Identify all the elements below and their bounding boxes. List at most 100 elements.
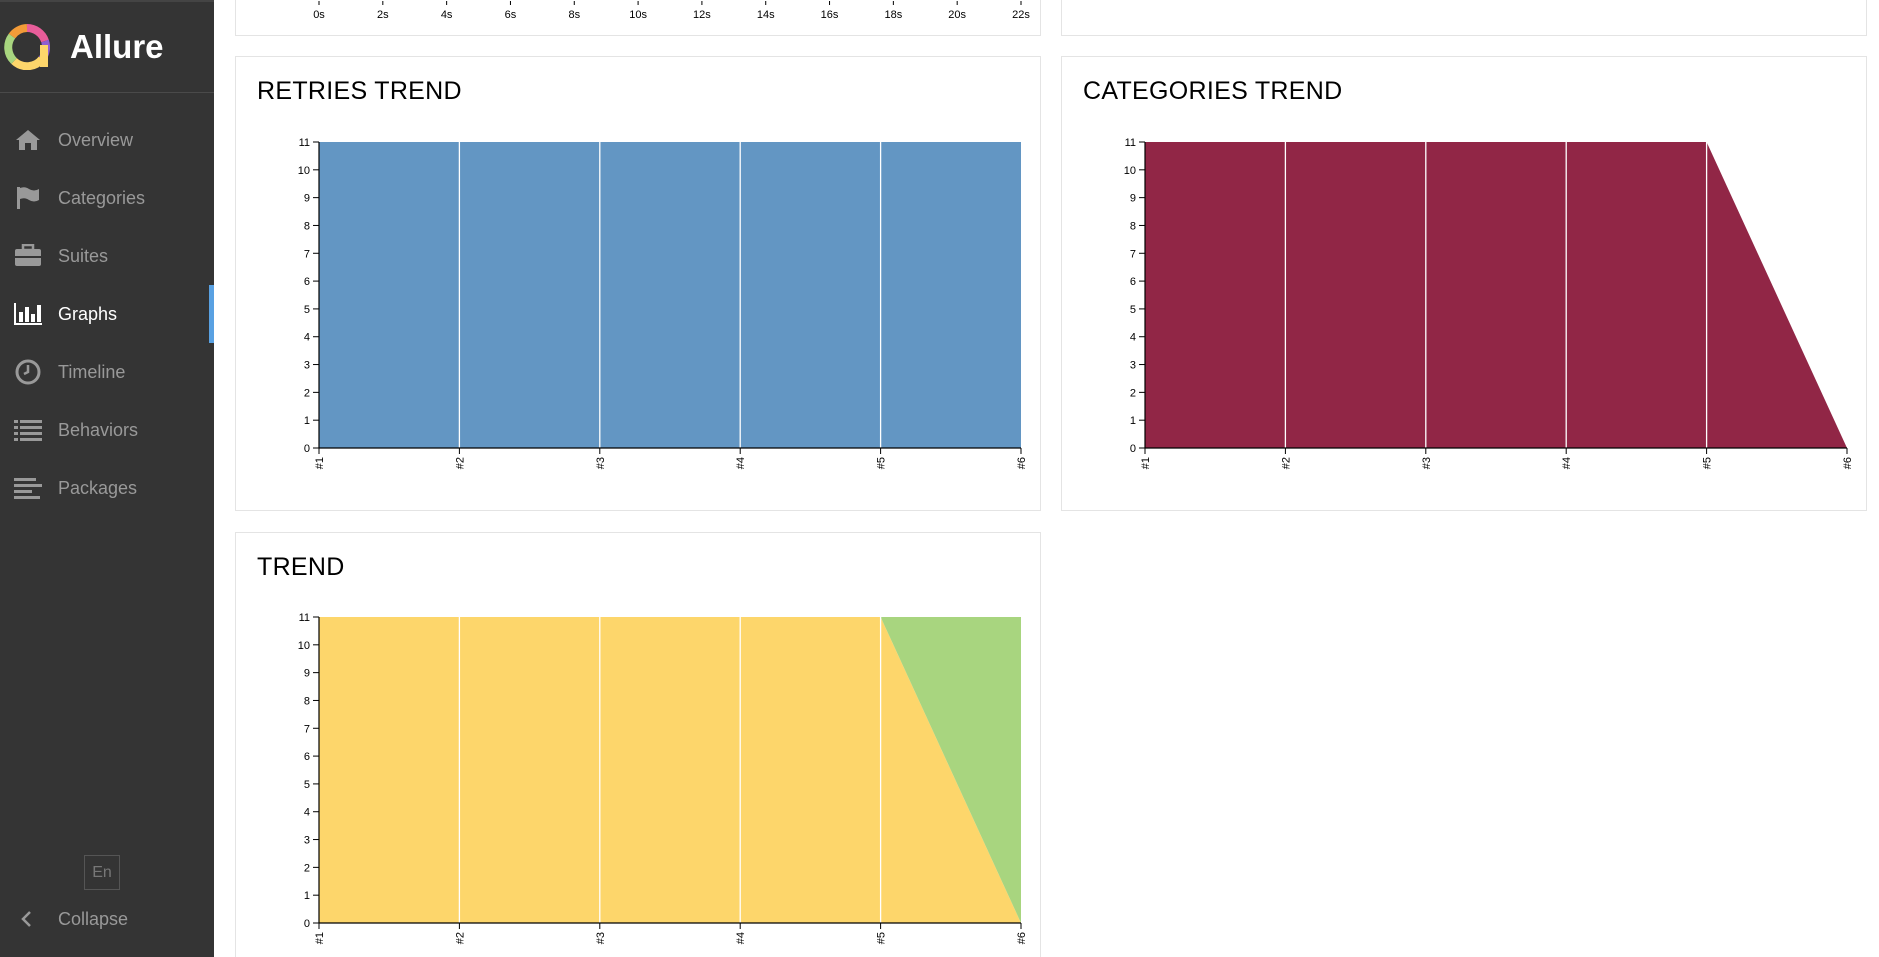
y-tick-label: 0: [304, 918, 310, 930]
categories-trend-widget: CATEGORIES TREND 0 1 2 3 4 5 6 7 8 9 10 11 #1 #2 #3 #4 #…: [1061, 56, 1867, 511]
sidebar-item-label: Packages: [58, 477, 138, 498]
sidebar-item-label: Timeline: [58, 361, 126, 382]
x-tick-label: #4: [735, 457, 747, 469]
language-button[interactable]: En: [84, 855, 120, 890]
y-tick-label: 5: [1130, 304, 1136, 316]
sidebar-item-packages[interactable]: Packages: [0, 459, 214, 517]
axis-tick-label: 0s: [313, 9, 325, 21]
y-tick-label: 5: [304, 779, 310, 791]
axis-tick-label: 10s: [629, 9, 647, 21]
y-tick-label: 6: [304, 751, 310, 763]
area-series-0[interactable]: [319, 142, 1021, 448]
axis-tick-label: 8s: [568, 9, 580, 21]
y-tick-label: 1: [304, 890, 310, 902]
axis-tick-label: 12s: [693, 9, 711, 21]
sidebar-item-graphs[interactable]: Graphs: [0, 285, 214, 343]
y-tick-label: 8: [304, 695, 310, 707]
area-series-0[interactable]: [1145, 142, 1847, 448]
sidebar-item-label: Categories: [58, 187, 146, 208]
y-tick-label: 9: [304, 193, 310, 205]
y-tick-label: 6: [1130, 276, 1136, 288]
y-tick-label: 9: [304, 668, 310, 680]
duration-widget: 0s 2s 4s 6s 8s 10s 12s 14s 16s 18s 20s 22s: [235, 0, 1041, 36]
x-tick-label: #6: [1016, 457, 1028, 469]
y-tick-label: 10: [1124, 165, 1136, 177]
y-tick-label: 7: [304, 723, 310, 735]
sidebar-nav: Overview Categories Suites Graphs Timeli…: [0, 111, 214, 517]
axis-tick-label: 18s: [884, 9, 902, 21]
axis-tick-label: 20s: [948, 9, 966, 21]
collapse-button[interactable]: Collapse: [0, 894, 214, 944]
brand-name: Allure: [70, 28, 164, 65]
widget-title: TREND: [257, 553, 345, 581]
duration-axis: 0s 2s 4s 6s 8s 10s 12s 14s 16s 18s 20s 22s: [313, 1, 1030, 21]
x-tick-label: #4: [1561, 457, 1573, 469]
y-tick-label: 10: [298, 165, 310, 177]
x-tick-label: #1: [1140, 457, 1152, 469]
align-left-icon: [12, 474, 44, 502]
x-tick-label: #3: [1421, 457, 1433, 469]
y-tick-label: 9: [1130, 193, 1136, 205]
axis-tick-label: 2s: [377, 9, 389, 21]
sidebar-item-behaviors[interactable]: Behaviors: [0, 401, 214, 459]
y-tick-label: 11: [299, 137, 310, 149]
x-tick-label: #2: [454, 932, 466, 944]
y-tick-label: 4: [1130, 332, 1136, 344]
flag-icon: [12, 184, 44, 212]
categories-trend-chart: 0 1 2 3 4 5 6 7 8 9 10 11 #1 #2 #3 #4 #5 #6: [1124, 137, 1854, 469]
sidebar-item-label: Graphs: [58, 303, 118, 324]
side-widget-top: [1061, 0, 1867, 36]
y-tick-label: 2: [304, 862, 310, 874]
axis-tick-label: 4s: [441, 9, 453, 21]
sidebar-item-categories[interactable]: Categories: [0, 169, 214, 227]
sidebar: Allure Overview Categories Suites Graphs: [0, 0, 214, 957]
main-content[interactable]: 0s 2s 4s 6s 8s 10s 12s 14s 16s 18s 20s 22s RETRIES …: [214, 0, 1879, 957]
sidebar-item-suites[interactable]: Suites: [0, 227, 214, 285]
y-tick-label: 2: [1130, 387, 1136, 399]
y-tick-label: 0: [304, 443, 310, 455]
y-tick-label: 3: [304, 360, 310, 372]
clock-icon: [12, 358, 44, 386]
trend-widget: TREND 0 1 2 3 4 5 6 7 8 9 10 11 #1 #2 #3 #4 #5 #6: [235, 532, 1041, 957]
x-tick-label: #6: [1016, 932, 1028, 944]
retries-trend-widget: RETRIES TREND 0 1 2 3 4 5 6 7 8 9 10 11 #1 #2 #3 #4 #5 #6: [235, 56, 1041, 511]
retries-trend-chart: 0 1 2 3 4 5 6 7 8 9 10 11 #1 #2 #3 #4 #5 #6: [298, 137, 1028, 469]
x-tick-label: #4: [735, 932, 747, 944]
area-series-1[interactable]: [319, 617, 1021, 923]
y-tick-label: 0: [1130, 443, 1136, 455]
y-tick-label: 8: [1130, 220, 1136, 232]
y-tick-label: 5: [304, 304, 310, 316]
y-tick-label: 11: [299, 612, 310, 624]
y-tick-label: 11: [1125, 137, 1136, 149]
axis-tick-label: 16s: [821, 9, 839, 21]
sidebar-item-timeline[interactable]: Timeline: [0, 343, 214, 401]
x-tick-label: #2: [454, 457, 466, 469]
x-tick-label: #5: [1702, 457, 1714, 469]
axis-tick-label: 22s: [1012, 9, 1030, 21]
x-tick-label: #3: [595, 932, 607, 944]
area-series-0[interactable]: [319, 617, 1021, 923]
x-tick-label: #2: [1280, 457, 1292, 469]
home-icon: [12, 126, 44, 154]
chevron-left-icon: [16, 910, 36, 928]
y-tick-label: 4: [304, 807, 310, 819]
y-tick-label: 3: [304, 835, 310, 847]
sidebar-item-label: Behaviors: [58, 419, 139, 440]
sidebar-item-overview[interactable]: Overview: [0, 111, 214, 169]
axis-tick-label: 6s: [505, 9, 517, 21]
y-tick-label: 4: [304, 332, 310, 344]
y-tick-label: 2: [304, 387, 310, 399]
brand[interactable]: Allure: [0, 2, 214, 93]
sidebar-item-label: Overview: [58, 129, 134, 150]
y-tick-label: 8: [304, 220, 310, 232]
axis-tick-label: 14s: [757, 9, 775, 21]
x-tick-label: #3: [595, 457, 607, 469]
y-tick-label: 3: [1130, 360, 1136, 372]
list-icon: [12, 416, 44, 444]
trend-chart: 0 1 2 3 4 5 6 7 8 9 10 11 #1 #2 #3 #4 #5 #6: [298, 612, 1028, 944]
y-tick-label: 7: [1130, 248, 1136, 260]
briefcase-icon: [12, 242, 44, 270]
widget-title: CATEGORIES TREND: [1083, 77, 1343, 105]
bar-chart-icon: [12, 300, 44, 328]
x-tick-label: #5: [876, 932, 888, 944]
